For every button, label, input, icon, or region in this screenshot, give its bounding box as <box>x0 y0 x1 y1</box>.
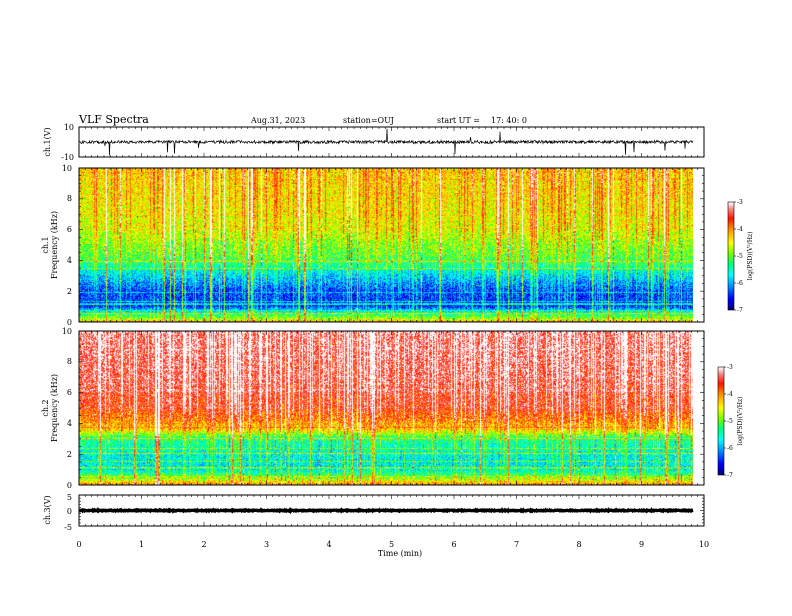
colorbar-ch2-tick--5: -5 <box>727 418 733 425</box>
header-date: Aug.31, 2023 <box>250 116 305 125</box>
colorbar-ch2-tick--3: -3 <box>727 364 733 371</box>
header-start-label: start UT = <box>437 116 480 125</box>
spectrogram-ch1-ytick-labels: 0 2 4 6 8 10 <box>62 164 72 327</box>
header-start-time: 17: 40: 0 <box>491 116 527 125</box>
spectrogram-ch2-ytick-4: 4 <box>67 419 72 428</box>
colorbar-ch1-tick--7: -7 <box>737 307 743 314</box>
x-tick-label-4: 4 <box>326 540 331 549</box>
x-tick-label-0: 0 <box>76 540 81 549</box>
spectrogram-ch2-ytick-10: 10 <box>62 327 72 336</box>
colorbar-ch1-ticks <box>734 201 736 311</box>
spectrogram-ch1-ytick-0: 0 <box>67 318 72 327</box>
header-station: station=OUJ <box>343 116 394 125</box>
waveform-ch1-x-ticks <box>78 127 705 157</box>
colorbar-ch2-tick--4: -4 <box>727 391 733 398</box>
spectrogram-ch2-image <box>79 331 693 485</box>
spectrogram-ch2-ytick-8: 8 <box>67 357 72 366</box>
colorbar-ch1-tick--6: -6 <box>737 280 743 287</box>
colorbar-ch2-tick--7: -7 <box>727 472 733 479</box>
waveform-ch3-line <box>78 506 694 515</box>
colorbar-ch2-tick--6: -6 <box>727 445 733 452</box>
spectrogram-ch1-ylabel-channel: ch.1 <box>41 236 50 253</box>
waveform-ch1-trace <box>79 128 694 156</box>
spectrogram-ch2-ytick-2: 2 <box>67 450 72 459</box>
colorbar-ch1-tick--3: -3 <box>737 199 743 206</box>
colorbar-ch1-tick--5: -5 <box>737 253 743 260</box>
waveform-ch1-ytick-bottom: -10 <box>61 153 74 162</box>
waveform-ch1-line <box>79 128 694 156</box>
spectrogram-ch1-ytick-8: 8 <box>67 194 72 203</box>
waveform-ch1-ylabel: ch.1(V) <box>43 127 52 156</box>
spectrogram-ch2-ticks <box>78 330 705 486</box>
x-tick-label-2: 2 <box>201 540 206 549</box>
spectrogram-ch2-panel: 0 2 4 6 8 10 ch.2 Frequency (kHz) -3 -4 … <box>41 327 744 490</box>
spectrogram-ch2-ylabel-channel: ch.2 <box>41 399 50 416</box>
spectrogram-ch1-ylabel-frequency: Frequency (kHz) <box>50 211 59 279</box>
colorbar-ch1-label: log(PSD)(V²/Hz) <box>747 232 754 281</box>
waveform-ch1-ytick-top: 10 <box>64 123 74 132</box>
x-tick-label-8: 8 <box>576 540 581 549</box>
colorbar-ch1-gradient <box>728 202 734 310</box>
waveform-ch3-ytick-bottom: -5 <box>64 523 72 532</box>
waveform-ch3-ticks <box>78 494 705 527</box>
x-tick-label-7: 7 <box>514 540 519 549</box>
spectrogram-ch2-ytick-0: 0 <box>67 481 72 490</box>
x-axis-label: Time (min) <box>378 549 422 558</box>
colorbar-ch2-ticks <box>724 366 726 476</box>
waveform-ch3-panel: 5 0 -5 ch.3(V) 0 1 2 3 4 5 6 7 8 9 10 Time (min) <box>43 493 709 558</box>
x-tick-label-1: 1 <box>139 540 144 549</box>
waveform-ch3-trace <box>78 506 694 515</box>
x-tick-label-6: 6 <box>451 540 456 549</box>
spectrogram-ch1-ytick-4: 4 <box>67 256 72 265</box>
spectrogram-ch1-ytick-10: 10 <box>62 164 72 173</box>
waveform-ch3-ytick-top: 5 <box>67 493 72 502</box>
x-tick-label-3: 3 <box>264 540 269 549</box>
x-tick-label-5: 5 <box>389 540 394 549</box>
spectrogram-ch1-image <box>79 168 693 322</box>
waveform-ch3-ylabel: ch.3(V) <box>43 495 52 524</box>
colorbar-ch1-tick--4: -4 <box>737 226 743 233</box>
spectrogram-ch1-panel: 0 2 4 6 8 10 ch.1 Frequency (kHz) -3 -4 … <box>41 164 754 327</box>
spectrogram-ch2-ylabel-frequency: Frequency (kHz) <box>50 374 59 442</box>
spectrogram-ch1-ticks <box>78 167 705 323</box>
waveform-ch3-ytick-mid: 0 <box>67 507 72 516</box>
colorbar-ch2-gradient <box>718 367 724 475</box>
figure-title: VLF Spectra <box>78 113 149 126</box>
x-axis-tick-labels: 0 1 2 3 4 5 6 7 8 9 10 <box>76 540 709 549</box>
spectrogram-ch2-ytick-6: 6 <box>67 388 72 397</box>
spectrogram-ch2-ytick-labels: 0 2 4 6 8 10 <box>62 327 72 490</box>
colorbar-ch2-label: log(PSD)(V²/Hz) <box>737 397 744 446</box>
x-tick-label-9: 9 <box>639 540 644 549</box>
spectrogram-ch1-ytick-6: 6 <box>67 225 72 234</box>
spectrogram-ch1-ytick-2: 2 <box>67 287 72 296</box>
x-tick-label-10: 10 <box>699 540 709 549</box>
waveform-ch1-panel: 10 -10 ch.1(V) <box>43 123 705 162</box>
